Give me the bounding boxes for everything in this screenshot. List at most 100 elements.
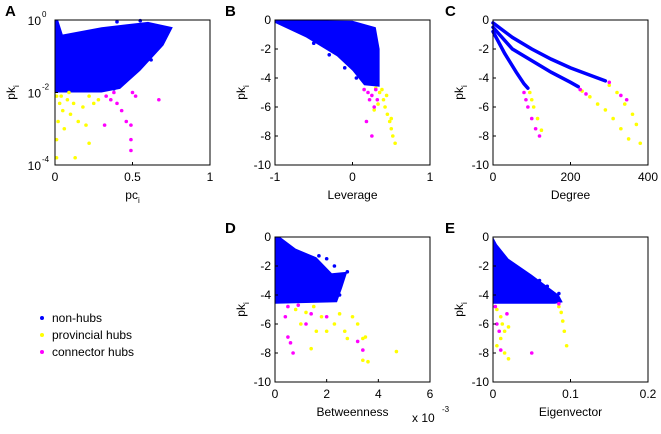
- x-tick-label: 6: [427, 387, 434, 401]
- point-provincial-hubs: [57, 101, 62, 106]
- point-provincial-hubs: [495, 307, 499, 312]
- point-provincial-hubs: [502, 329, 507, 334]
- x-axis-label-d: Betweenness: [316, 405, 388, 419]
- point-provincial-hubs: [498, 314, 503, 319]
- legend-entry-non-hubs: non-hubs: [40, 311, 102, 325]
- point-non-hubs: [112, 87, 116, 91]
- x-tick-label: 400: [638, 170, 658, 184]
- point-provincial-hubs: [67, 90, 71, 95]
- y-tick-label: -8: [260, 346, 271, 360]
- point-provincial-hubs: [588, 95, 592, 99]
- point-non-hubs: [545, 284, 550, 289]
- x-tick-label: 0.1: [562, 387, 579, 401]
- point-non-hubs: [537, 278, 542, 283]
- curve-non-hubs: [491, 21, 608, 83]
- point-connector-hubs: [375, 97, 380, 102]
- point-provincial-hubs: [381, 97, 386, 102]
- y-axis-label-subscript: i: [242, 302, 251, 304]
- point-provincial-hubs: [68, 112, 73, 117]
- point-provincial-hubs: [314, 329, 319, 334]
- legend-marker-connector-hubs: [40, 350, 44, 354]
- panel-letter-c: C: [445, 3, 456, 20]
- point-connector-hubs: [102, 123, 107, 127]
- point-non-hubs: [327, 53, 332, 57]
- point-provincial-hubs: [87, 141, 91, 146]
- dense-region-non-hubs: [275, 237, 348, 304]
- x-tick-label: 0: [52, 170, 59, 184]
- point-connector-hubs: [115, 101, 119, 106]
- point-provincial-hubs: [638, 141, 643, 146]
- point-provincial-hubs: [377, 90, 382, 95]
- legend-marker-non-hubs: [40, 316, 44, 320]
- point-non-hubs: [149, 58, 153, 62]
- point-connector-hubs: [524, 97, 528, 102]
- point-connector-hubs: [498, 348, 503, 352]
- panel-c: C 0 200 400 0 -2 -4 -6 -8 -10 Degree pki: [445, 3, 658, 202]
- y-tick-label: -10: [254, 375, 272, 389]
- point-provincial-hubs: [87, 94, 91, 98]
- y-tick-label: -10: [472, 375, 490, 389]
- point-connector-hubs: [607, 80, 612, 85]
- point-non-hubs: [164, 32, 169, 37]
- point-connector-hubs: [112, 90, 116, 95]
- point-provincial-hubs: [564, 343, 569, 348]
- y-axis-label-e: pki: [452, 302, 469, 317]
- point-connector-hubs: [584, 92, 588, 96]
- point-provincial-hubs: [54, 94, 59, 98]
- point-connector-hubs: [291, 351, 295, 355]
- point-provincial-hubs: [622, 102, 627, 106]
- point-connector-hubs: [529, 351, 534, 355]
- y-tick-label: -8: [478, 346, 489, 360]
- point-provincial-hubs: [535, 116, 540, 121]
- x-axis-label-subscript: i: [138, 196, 140, 205]
- point-connector-hubs: [495, 322, 499, 326]
- x-axis-label-b: Leverage: [327, 188, 377, 202]
- point-provincial-hubs: [562, 329, 567, 334]
- point-provincial-hubs: [355, 322, 360, 326]
- point-provincial-hubs: [498, 336, 503, 341]
- point-connector-hubs: [361, 348, 365, 352]
- x-tick-label: 0.5: [124, 170, 141, 184]
- point-connector-hubs: [557, 301, 561, 306]
- y-tick-exponent: 0: [42, 10, 47, 19]
- point-provincial-hubs: [528, 90, 532, 95]
- point-provincial-hubs: [559, 310, 563, 315]
- point-provincial-hubs: [345, 336, 350, 341]
- panel-letter-b: B: [225, 3, 236, 20]
- legend-label-connector-hubs: connector hubs: [52, 345, 134, 359]
- panel-letter-d: D: [225, 220, 236, 237]
- y-tick-label: 10: [28, 159, 42, 173]
- point-provincial-hubs: [304, 310, 308, 315]
- point-provincial-hubs: [529, 97, 534, 102]
- point-non-hubs: [557, 291, 561, 296]
- point-connector-hubs: [362, 87, 366, 92]
- point-non-hubs: [345, 270, 350, 274]
- y-axis-label-c: pki: [452, 85, 469, 100]
- dense-region-non-hubs: [275, 20, 380, 87]
- y-tick-label: -4: [478, 288, 489, 302]
- plot-area-c: [491, 21, 643, 146]
- point-connector-hubs: [104, 94, 108, 98]
- point-connector-hubs: [296, 303, 301, 307]
- x-axis-label-e: Eigenvector: [539, 405, 602, 419]
- axes-box-e: [492, 236, 649, 383]
- point-provincial-hubs: [361, 358, 365, 363]
- point-connector-hubs: [304, 322, 308, 326]
- point-provincial-hubs: [557, 304, 561, 309]
- y-axis-label-b: pki: [234, 85, 251, 100]
- point-connector-hubs: [497, 329, 502, 334]
- plot-area-e: [493, 237, 569, 361]
- point-connector-hubs: [129, 148, 133, 153]
- point-non-hubs: [337, 293, 342, 297]
- point-provincial-hubs: [71, 101, 76, 106]
- point-provincial-hubs: [319, 314, 324, 319]
- point-connector-hubs: [505, 312, 509, 316]
- point-provincial-hubs: [96, 97, 101, 102]
- point-provincial-hubs: [385, 112, 390, 117]
- point-provincial-hubs: [54, 137, 59, 142]
- point-provincial-hubs: [372, 108, 377, 112]
- point-non-hubs: [122, 79, 127, 84]
- point-provincial-hubs: [531, 105, 536, 109]
